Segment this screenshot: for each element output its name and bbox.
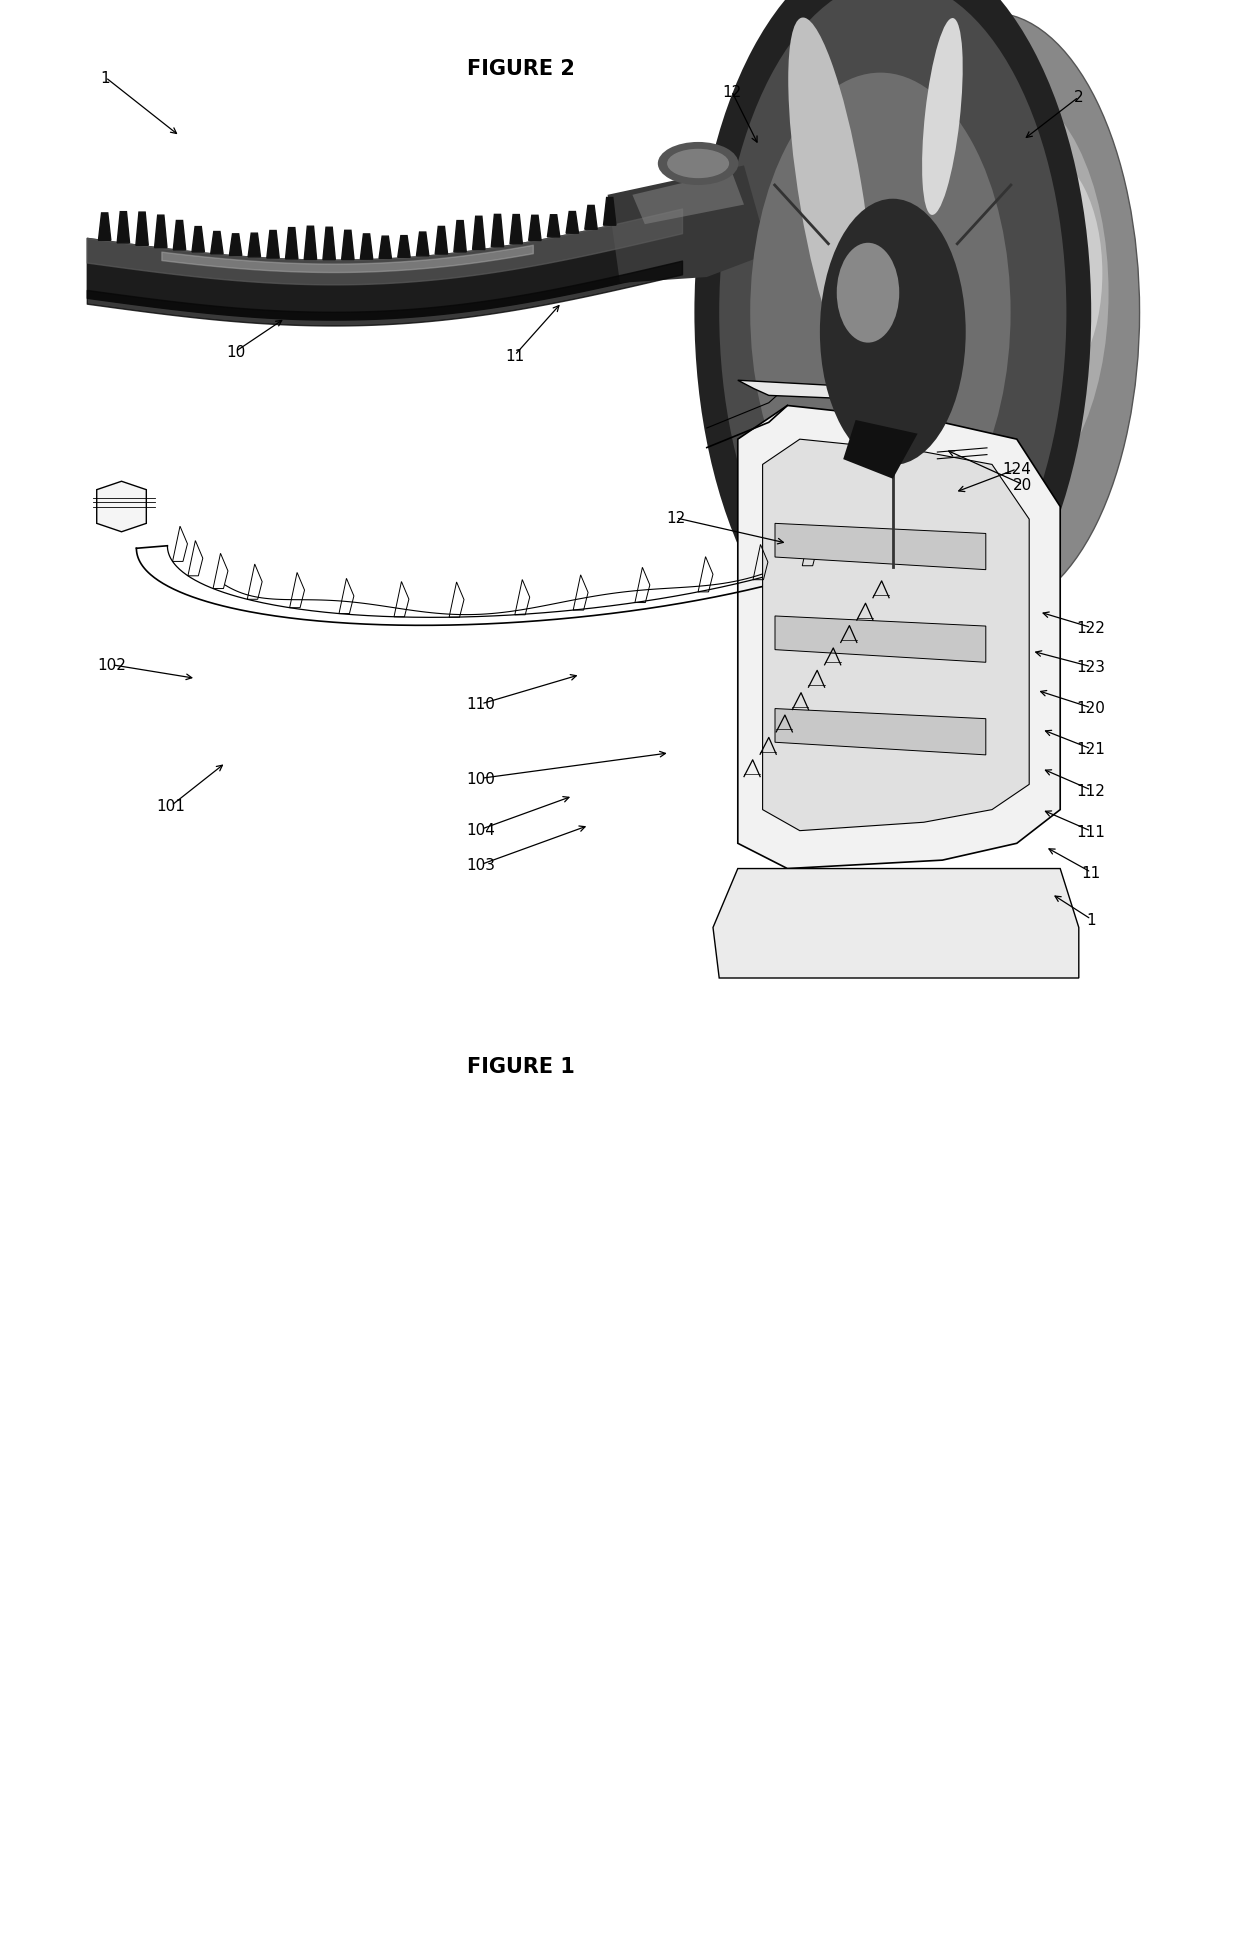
Polygon shape <box>738 382 911 401</box>
Polygon shape <box>547 215 559 239</box>
Text: 110: 110 <box>466 697 496 712</box>
Polygon shape <box>608 166 769 284</box>
Polygon shape <box>763 440 1029 832</box>
Text: 101: 101 <box>156 798 186 814</box>
Polygon shape <box>454 221 466 252</box>
Ellipse shape <box>837 245 899 344</box>
Text: 1: 1 <box>1086 912 1096 928</box>
Polygon shape <box>585 205 598 231</box>
Text: 2: 2 <box>1074 90 1084 106</box>
Text: 1: 1 <box>100 70 110 86</box>
Text: 103: 103 <box>466 857 496 873</box>
Text: 100: 100 <box>466 771 496 787</box>
Polygon shape <box>713 869 1079 978</box>
Text: 12: 12 <box>722 84 742 100</box>
Text: 11: 11 <box>1081 865 1101 881</box>
Polygon shape <box>604 198 616 227</box>
Polygon shape <box>379 237 392 258</box>
Text: 120: 120 <box>1076 701 1106 716</box>
Polygon shape <box>267 231 279 258</box>
Polygon shape <box>775 616 986 663</box>
Polygon shape <box>248 235 260 258</box>
Text: 20: 20 <box>1013 478 1033 493</box>
Text: FIGURE 2: FIGURE 2 <box>467 59 574 78</box>
Polygon shape <box>285 229 298 260</box>
Polygon shape <box>342 231 355 260</box>
Text: 124: 124 <box>1002 462 1032 478</box>
Ellipse shape <box>719 0 1066 646</box>
Ellipse shape <box>923 20 962 215</box>
Text: 10: 10 <box>226 344 246 360</box>
Polygon shape <box>435 227 448 254</box>
Polygon shape <box>174 221 186 250</box>
Polygon shape <box>117 213 129 245</box>
Text: 11: 11 <box>505 348 525 364</box>
Polygon shape <box>211 233 223 254</box>
Polygon shape <box>738 407 1060 869</box>
Polygon shape <box>398 237 410 258</box>
Polygon shape <box>97 481 146 532</box>
Ellipse shape <box>844 14 1140 613</box>
Polygon shape <box>510 215 522 245</box>
Text: 12: 12 <box>666 511 686 526</box>
Ellipse shape <box>657 143 738 186</box>
Polygon shape <box>775 524 986 569</box>
Text: 123: 123 <box>1076 660 1106 675</box>
Polygon shape <box>155 215 167 249</box>
Text: 112: 112 <box>1076 783 1106 798</box>
Polygon shape <box>417 233 429 256</box>
Polygon shape <box>229 235 242 256</box>
Polygon shape <box>322 229 335 260</box>
Polygon shape <box>192 227 205 252</box>
Polygon shape <box>361 235 373 260</box>
Polygon shape <box>632 172 744 225</box>
Ellipse shape <box>981 155 1102 393</box>
Polygon shape <box>98 213 110 241</box>
Text: 121: 121 <box>1076 742 1106 757</box>
Polygon shape <box>843 421 918 479</box>
Polygon shape <box>491 215 503 249</box>
Text: 111: 111 <box>1076 824 1106 840</box>
Polygon shape <box>567 213 579 235</box>
Text: 102: 102 <box>97 658 126 673</box>
Text: 122: 122 <box>1076 620 1106 636</box>
Polygon shape <box>775 708 986 755</box>
Ellipse shape <box>789 18 873 374</box>
Ellipse shape <box>694 0 1091 685</box>
Polygon shape <box>304 227 316 260</box>
Text: FIGURE 1: FIGURE 1 <box>467 1057 574 1076</box>
Polygon shape <box>136 213 149 247</box>
Polygon shape <box>472 217 485 250</box>
Ellipse shape <box>750 74 1011 552</box>
Ellipse shape <box>667 151 729 180</box>
Ellipse shape <box>900 88 1109 499</box>
Ellipse shape <box>820 200 966 466</box>
Polygon shape <box>528 215 541 241</box>
Text: 104: 104 <box>466 822 496 838</box>
